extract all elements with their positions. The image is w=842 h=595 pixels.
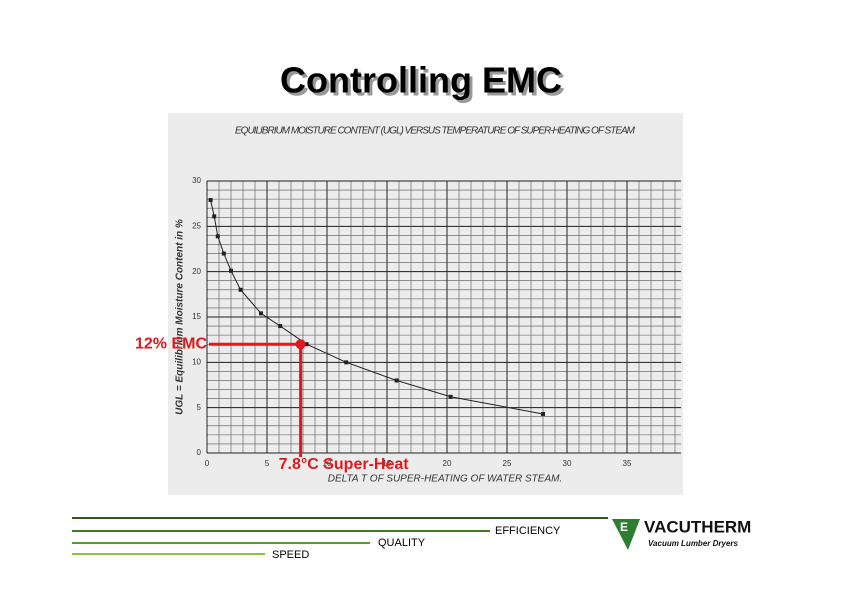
y-tick-label: 25: [192, 221, 201, 230]
point: [304, 342, 309, 347]
point: [541, 412, 545, 417]
y-tick-label: 20: [192, 267, 201, 276]
footer-text: SPEED: [272, 549, 309, 561]
logo-name: VACUTHERM: [644, 517, 751, 536]
x-tick-label: 15: [383, 459, 392, 468]
point: [229, 268, 233, 273]
x-tick-label: 20: [443, 459, 452, 468]
annotation-text: 12% EMC: [135, 335, 207, 352]
y-tick-label: 30: [192, 176, 201, 185]
slide-title: Controlling EMC: [280, 60, 562, 101]
point: [238, 287, 243, 292]
x-tick-label: 25: [503, 459, 512, 468]
annotation-text: 7.8°C Super-Heat: [279, 456, 410, 473]
point: [278, 324, 283, 329]
x-tick-label: 0: [205, 459, 210, 468]
y-tick-label: 10: [192, 357, 201, 366]
x-tick-label: 35: [623, 459, 632, 468]
footer-text: QUALITY: [378, 537, 426, 549]
point: [212, 214, 217, 219]
x-tick-label: 30: [563, 459, 572, 468]
chart: EQUILIBRIUM MOISTURE CONTENT (UGL) VERSU…: [135, 126, 681, 485]
y-axis-label: UGL = Equilibrium Moisture Content in %: [175, 219, 186, 415]
point: [215, 234, 220, 239]
footer-text: EFFICIENCY: [495, 525, 561, 537]
logo: E VACUTHERM Vacuum Lumber Dryers: [612, 517, 751, 550]
point: [344, 360, 349, 365]
point: [259, 311, 263, 316]
point: [221, 251, 226, 256]
point: [448, 394, 453, 399]
x-axis-label: DELTA T OF SUPER-HEATING OF WATER STEAM.: [328, 474, 562, 485]
logo-tagline: Vacuum Lumber Dryers: [648, 539, 739, 548]
y-tick-label: 5: [197, 403, 202, 412]
x-tick-label: 5: [265, 459, 270, 468]
logo-icon: [612, 519, 640, 550]
point: [208, 198, 213, 203]
y-tick-label: 0: [197, 448, 202, 457]
y-tick-label: 15: [192, 312, 201, 321]
chart-title: EQUILIBRIUM MOISTURE CONTENT (UGL) VERSU…: [235, 126, 636, 137]
chart-scan: [168, 113, 683, 495]
logo-letter: E: [620, 520, 628, 534]
point: [394, 378, 399, 383]
x-tick-label: 10: [323, 459, 332, 468]
